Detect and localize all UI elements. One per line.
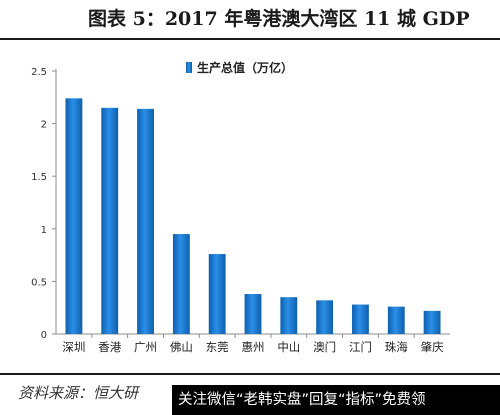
bar — [352, 304, 369, 334]
bar — [101, 107, 119, 334]
bar — [65, 98, 83, 334]
chart-title: 图表 5：2017 年粤港澳大湾区 11 城 GDP — [88, 8, 470, 30]
x-tick-label: 中山 — [277, 340, 300, 354]
x-tick-label: 广州 — [134, 340, 157, 354]
bar — [387, 306, 405, 334]
x-tick-label: 香港 — [98, 340, 121, 354]
y-tick-label: 0.5 — [31, 277, 47, 288]
chart-bars — [65, 98, 441, 334]
y-tick-label: 2.5 — [31, 67, 47, 78]
bar — [316, 300, 334, 334]
top-rule — [0, 38, 500, 40]
bar — [172, 234, 190, 334]
x-tick-label: 佛山 — [170, 340, 193, 354]
bar — [280, 297, 298, 334]
x-tick-label: 肇庆 — [421, 340, 444, 354]
x-tick-label: 深圳 — [62, 340, 85, 354]
bar — [244, 294, 262, 334]
bar-chart: 生产总值（万亿） 深圳 香港 广州 佛山 东莞 惠州 中山 澳门 江门 珠海 肇庆 0 0.5 1 1.5… — [31, 60, 450, 354]
y-axis-labels: 0 0.5 1 1.5 2 2.5 — [31, 67, 47, 341]
legend-swatch — [186, 62, 192, 73]
y-tick-label: 0 — [41, 330, 47, 341]
x-tick-label: 珠海 — [385, 340, 408, 354]
wechat-banner[interactable]: 关注微信“老韩实盘”回复“指标”免费领 — [172, 385, 500, 415]
y-tick-label: 1 — [41, 225, 47, 236]
legend-label: 生产总值（万亿） — [197, 60, 293, 75]
x-tick-label: 江门 — [349, 340, 372, 354]
y-tick-label: 2 — [41, 120, 47, 131]
chart-legend: 生产总值（万亿） — [186, 60, 293, 75]
x-axis-labels: 深圳 香港 广州 佛山 东莞 惠州 中山 澳门 江门 珠海 肇庆 — [62, 340, 444, 354]
x-tick-label: 澳门 — [313, 340, 336, 354]
bar — [137, 108, 154, 334]
source-note: 资料来源：恒大研 — [18, 384, 139, 402]
x-tick-label: 惠州 — [242, 340, 265, 354]
x-tick-label: 东莞 — [206, 340, 229, 354]
bottom-rule — [0, 373, 500, 375]
y-tick-label: 1.5 — [31, 172, 47, 183]
bar — [208, 254, 226, 334]
bar — [423, 310, 441, 334]
